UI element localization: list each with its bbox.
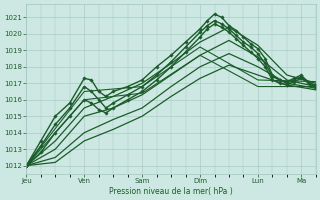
X-axis label: Pression niveau de la mer( hPa ): Pression niveau de la mer( hPa ) (109, 187, 233, 196)
